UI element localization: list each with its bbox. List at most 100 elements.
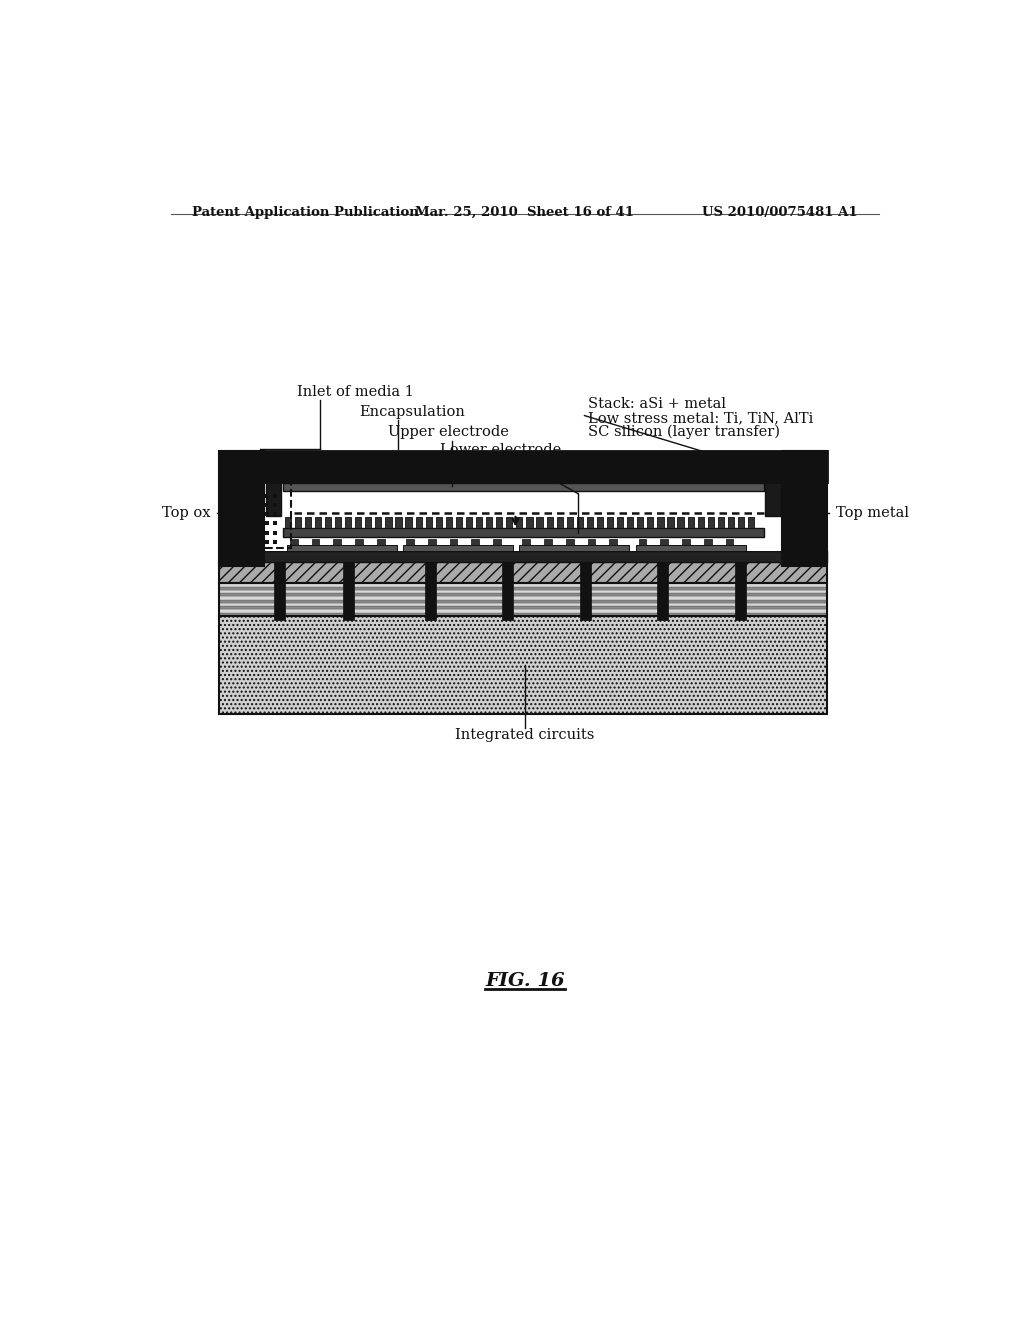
Text: Top ox: Top ox bbox=[162, 506, 210, 520]
Bar bbox=[366, 517, 372, 528]
Text: Lower electrode: Lower electrode bbox=[440, 444, 561, 457]
Bar bbox=[471, 539, 479, 545]
Bar bbox=[617, 517, 624, 528]
Bar bbox=[219, 616, 827, 714]
Bar bbox=[219, 606, 827, 610]
Bar bbox=[557, 517, 563, 528]
Bar bbox=[519, 545, 630, 552]
Bar bbox=[355, 539, 362, 545]
Bar bbox=[587, 517, 593, 528]
Bar bbox=[219, 593, 827, 597]
Text: SC silicon (layer transfer): SC silicon (layer transfer) bbox=[589, 425, 780, 440]
Bar bbox=[219, 586, 827, 590]
Bar bbox=[607, 517, 613, 528]
Bar bbox=[493, 539, 501, 545]
Bar bbox=[395, 517, 401, 528]
Bar bbox=[637, 517, 643, 528]
Bar bbox=[476, 517, 482, 528]
Bar bbox=[416, 517, 422, 528]
Bar bbox=[718, 517, 724, 528]
Bar bbox=[266, 482, 780, 552]
Bar bbox=[697, 517, 703, 528]
Bar bbox=[290, 539, 298, 545]
Bar bbox=[639, 539, 646, 545]
Bar bbox=[566, 539, 573, 545]
Text: Integrated circuits: Integrated circuits bbox=[455, 729, 595, 742]
Bar bbox=[657, 562, 669, 619]
Bar bbox=[726, 539, 733, 545]
Bar bbox=[355, 517, 361, 528]
Bar bbox=[636, 545, 745, 552]
Bar bbox=[377, 539, 385, 545]
Bar bbox=[219, 599, 827, 603]
Bar bbox=[450, 539, 458, 545]
Bar bbox=[748, 517, 755, 528]
Bar bbox=[466, 517, 472, 528]
Bar bbox=[314, 517, 321, 528]
Bar bbox=[403, 545, 513, 552]
Bar bbox=[668, 517, 674, 528]
Bar bbox=[375, 517, 381, 528]
Bar bbox=[406, 517, 412, 528]
Bar bbox=[682, 539, 690, 545]
Text: Encapsulation: Encapsulation bbox=[359, 405, 465, 418]
Bar bbox=[678, 517, 684, 528]
Bar bbox=[295, 517, 301, 528]
Bar bbox=[334, 539, 341, 545]
Bar bbox=[285, 517, 291, 528]
Bar bbox=[588, 539, 595, 545]
Bar bbox=[506, 517, 512, 528]
Bar bbox=[765, 482, 780, 516]
Bar bbox=[435, 517, 442, 528]
Bar bbox=[283, 528, 764, 537]
Bar bbox=[426, 517, 432, 528]
Bar bbox=[703, 539, 712, 545]
Bar bbox=[544, 539, 552, 545]
Bar bbox=[566, 517, 572, 528]
Bar bbox=[708, 517, 714, 528]
Bar bbox=[305, 517, 311, 528]
Bar bbox=[343, 562, 354, 619]
Text: Stack: aSi + metal: Stack: aSi + metal bbox=[589, 397, 726, 411]
Bar bbox=[219, 583, 827, 615]
Bar bbox=[219, 603, 827, 606]
Bar bbox=[657, 517, 664, 528]
Bar bbox=[219, 590, 827, 593]
Bar bbox=[496, 517, 503, 528]
Bar bbox=[219, 451, 264, 566]
Text: Patent Application Publication: Patent Application Publication bbox=[191, 206, 418, 219]
Bar bbox=[428, 539, 435, 545]
Bar bbox=[456, 517, 462, 528]
Bar bbox=[526, 517, 532, 528]
Bar bbox=[219, 451, 827, 482]
Bar bbox=[580, 562, 591, 619]
Bar bbox=[503, 562, 513, 619]
Bar bbox=[609, 539, 617, 545]
Bar bbox=[273, 562, 285, 619]
Bar bbox=[219, 597, 827, 599]
Bar bbox=[738, 517, 744, 528]
Bar bbox=[735, 562, 745, 619]
Bar bbox=[445, 517, 452, 528]
Bar bbox=[266, 482, 282, 516]
Bar bbox=[687, 517, 693, 528]
Text: FIG. 16: FIG. 16 bbox=[485, 972, 564, 990]
Bar bbox=[547, 517, 553, 528]
Bar bbox=[660, 539, 669, 545]
Bar bbox=[254, 482, 291, 548]
Text: US 2010/0075481 A1: US 2010/0075481 A1 bbox=[702, 206, 858, 219]
Bar bbox=[287, 545, 397, 552]
Text: Inlet of media 1: Inlet of media 1 bbox=[297, 384, 414, 399]
Bar bbox=[425, 562, 435, 619]
Text: Top metal: Top metal bbox=[837, 506, 909, 520]
Bar bbox=[516, 517, 522, 528]
Bar bbox=[728, 517, 734, 528]
Text: Low stress metal: Ti, TiN, AlTi: Low stress metal: Ti, TiN, AlTi bbox=[589, 411, 814, 425]
Bar bbox=[311, 539, 319, 545]
Bar bbox=[627, 517, 633, 528]
Text: Upper electrode: Upper electrode bbox=[388, 425, 509, 440]
Bar bbox=[407, 539, 414, 545]
Bar bbox=[577, 517, 583, 528]
Bar bbox=[345, 517, 351, 528]
Bar bbox=[522, 539, 530, 545]
